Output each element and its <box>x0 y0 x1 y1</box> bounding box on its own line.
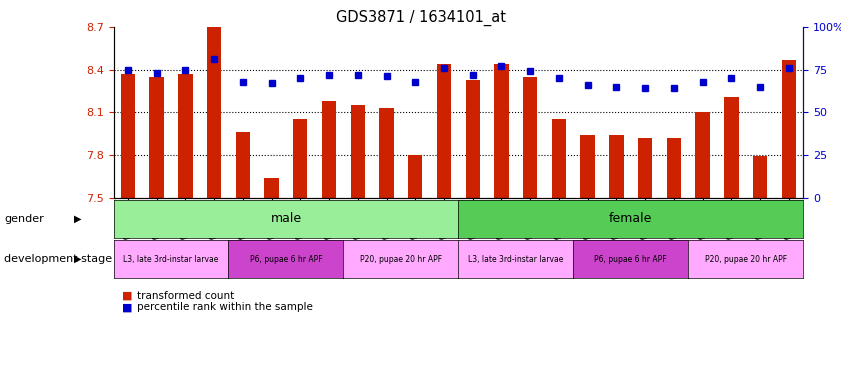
Bar <box>351 105 365 198</box>
Bar <box>696 112 710 198</box>
Bar <box>523 77 537 198</box>
Bar <box>408 155 422 198</box>
Bar <box>495 64 509 198</box>
Text: P20, pupae 20 hr APF: P20, pupae 20 hr APF <box>705 255 786 264</box>
Bar <box>294 119 308 198</box>
Bar <box>667 138 681 198</box>
Bar <box>552 119 566 198</box>
Bar <box>609 135 623 198</box>
Text: female: female <box>609 212 653 225</box>
Bar <box>466 79 480 198</box>
Text: development stage: development stage <box>4 254 113 264</box>
Bar <box>121 74 135 198</box>
Text: L3, late 3rd-instar larvae: L3, late 3rd-instar larvae <box>124 255 219 264</box>
Text: ■: ■ <box>122 291 132 301</box>
Text: P6, pupae 6 hr APF: P6, pupae 6 hr APF <box>595 255 667 264</box>
Bar <box>379 108 394 198</box>
Text: ■: ■ <box>122 302 132 312</box>
Text: ▶: ▶ <box>75 214 82 224</box>
Text: transformed count: transformed count <box>137 291 235 301</box>
Bar <box>235 132 250 198</box>
Bar <box>753 156 767 198</box>
Bar <box>150 77 164 198</box>
Bar <box>781 60 796 198</box>
Bar <box>264 178 278 198</box>
Bar <box>580 135 595 198</box>
Text: GDS3871 / 1634101_at: GDS3871 / 1634101_at <box>336 10 505 26</box>
Bar <box>322 101 336 198</box>
Text: ▶: ▶ <box>75 254 82 264</box>
Bar <box>724 97 738 198</box>
Text: P6, pupae 6 hr APF: P6, pupae 6 hr APF <box>250 255 322 264</box>
Bar <box>178 74 193 198</box>
Text: percentile rank within the sample: percentile rank within the sample <box>137 302 313 312</box>
Text: male: male <box>270 212 302 225</box>
Text: L3, late 3rd-instar larvae: L3, late 3rd-instar larvae <box>468 255 563 264</box>
Text: gender: gender <box>4 214 44 224</box>
Bar <box>207 25 221 198</box>
Text: P20, pupae 20 hr APF: P20, pupae 20 hr APF <box>360 255 442 264</box>
Bar <box>436 64 451 198</box>
Bar <box>638 138 653 198</box>
